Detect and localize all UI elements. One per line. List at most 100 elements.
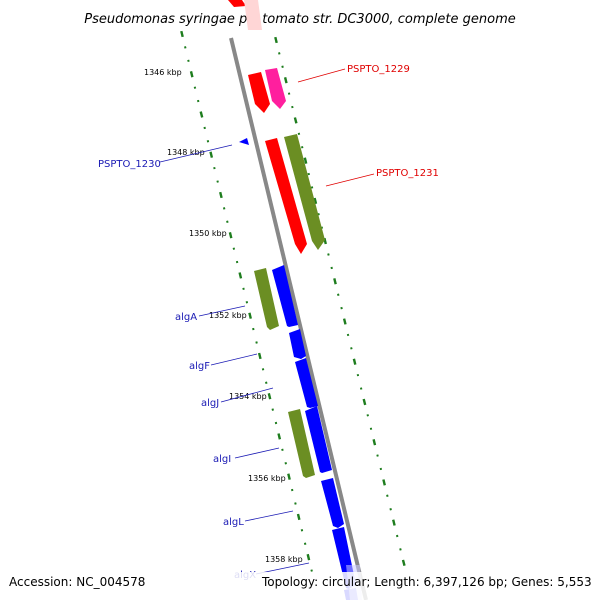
gc-tick bbox=[184, 46, 187, 49]
kbp-tick-label: 1354 kbp bbox=[229, 392, 267, 401]
kbp-tick-label: 1356 kbp bbox=[248, 474, 286, 483]
gc-tick bbox=[180, 30, 184, 38]
gc-tick bbox=[226, 220, 229, 224]
gc-tick bbox=[219, 191, 223, 199]
gene-label-pspto-1229[interactable]: PSPTO_1229 bbox=[347, 64, 410, 75]
gc-tick bbox=[209, 151, 214, 158]
gene-label-algI[interactable]: algI bbox=[213, 454, 231, 465]
gc-tick bbox=[303, 542, 307, 545]
cds-blue-algJ bbox=[295, 358, 318, 408]
gc-tick bbox=[382, 479, 386, 486]
gc-tick bbox=[337, 293, 340, 296]
gc-tick bbox=[379, 467, 383, 471]
gc-tick bbox=[372, 439, 377, 446]
gene-label-pspto-1231[interactable]: PSPTO_1231 bbox=[376, 168, 439, 179]
label-connector bbox=[234, 447, 280, 459]
cds-fragment-top-light bbox=[244, 0, 262, 30]
cds-blue-pspto-1230 bbox=[239, 138, 249, 145]
gc-tick bbox=[274, 36, 278, 44]
gc-tick bbox=[401, 559, 406, 567]
gc-tick bbox=[359, 387, 363, 390]
cds-olive-algA bbox=[254, 268, 279, 330]
gc-tick bbox=[271, 408, 274, 411]
label-connector bbox=[220, 387, 274, 403]
gc-tick bbox=[294, 502, 297, 505]
gene-label-algA[interactable]: algA bbox=[175, 312, 197, 323]
cds-blue-algA bbox=[272, 265, 298, 327]
gc-tick bbox=[222, 207, 226, 210]
gc-tick bbox=[352, 358, 357, 365]
gc-tick bbox=[281, 448, 284, 452]
gc-tick bbox=[392, 519, 396, 526]
label-connector bbox=[244, 510, 294, 522]
gc-tick bbox=[293, 117, 298, 124]
gc-tick bbox=[281, 65, 284, 69]
gc-tick bbox=[296, 513, 301, 521]
gc-tick bbox=[278, 52, 281, 55]
gene-label-pspto-1230[interactable]: PSPTO_1230 bbox=[98, 159, 161, 170]
genome-backbone bbox=[229, 37, 368, 600]
cds-red-pspto-1231-a bbox=[265, 138, 307, 254]
gc-tick bbox=[297, 132, 301, 136]
gc-tick bbox=[238, 272, 243, 279]
kbp-tick-label: 1348 kbp bbox=[167, 148, 205, 157]
gc-tick bbox=[287, 473, 291, 480]
label-connector bbox=[159, 144, 233, 163]
gc-tick bbox=[399, 548, 402, 551]
gc-tick bbox=[291, 105, 294, 109]
gc-tick bbox=[310, 569, 313, 572]
gc-tick bbox=[265, 381, 268, 384]
gc-tick bbox=[389, 507, 392, 511]
gc-tick bbox=[257, 352, 262, 360]
gc-tick bbox=[386, 494, 389, 498]
gc-tick bbox=[300, 529, 304, 532]
gc-tick bbox=[327, 253, 330, 256]
label-connector bbox=[297, 68, 346, 83]
gc-tick bbox=[283, 77, 288, 84]
gene-label-algF[interactable]: algF bbox=[189, 361, 210, 372]
gc-tick bbox=[340, 306, 343, 310]
gc-tick bbox=[333, 278, 337, 285]
kbp-tick-label: 1352 kbp bbox=[209, 311, 247, 320]
gc-tick bbox=[216, 180, 219, 183]
gc-tick bbox=[242, 287, 245, 291]
gene-label-algJ[interactable]: algJ bbox=[201, 398, 219, 409]
gc-tick bbox=[206, 140, 210, 143]
cds-blue-algI bbox=[305, 406, 332, 473]
gc-tick bbox=[376, 454, 379, 457]
kbp-tick-label: 1346 kbp bbox=[144, 68, 182, 77]
cds-blue-algF bbox=[289, 329, 306, 359]
gc-tick bbox=[310, 186, 314, 189]
gc-tick bbox=[306, 553, 311, 561]
footer-background bbox=[0, 572, 600, 600]
gc-tick bbox=[350, 347, 353, 350]
accession-text: Accession: NC_004578 bbox=[9, 575, 145, 589]
gc-tick bbox=[320, 226, 324, 229]
gc-tick bbox=[317, 213, 320, 216]
gc-tick bbox=[362, 398, 367, 406]
kbp-tick-label: 1358 kbp bbox=[265, 555, 303, 564]
gc-tick bbox=[267, 393, 272, 400]
gc-content-inner-track bbox=[180, 30, 313, 572]
gc-tick bbox=[199, 111, 204, 118]
label-connector bbox=[198, 305, 246, 317]
genome-summary-text: Topology: circular; Length: 6,397,126 bp… bbox=[261, 575, 592, 589]
map-title: Pseudomonas syringae pv. tomato str. DC3… bbox=[84, 12, 516, 27]
cds-olive-algI bbox=[288, 409, 315, 478]
gc-tick bbox=[342, 318, 347, 325]
gc-tick bbox=[277, 433, 282, 440]
gene-label-algL[interactable]: algL bbox=[223, 517, 244, 528]
gc-tick bbox=[261, 368, 265, 371]
cds-blue-algL bbox=[321, 478, 344, 528]
gc-tick bbox=[303, 157, 308, 164]
gc-tick bbox=[366, 414, 369, 417]
label-connector bbox=[325, 173, 375, 187]
label-connector bbox=[210, 353, 258, 366]
cds-magenta-pspto-1229 bbox=[265, 68, 286, 109]
gc-tick bbox=[255, 341, 258, 344]
gc-tick bbox=[284, 462, 287, 465]
gc-tick bbox=[228, 232, 233, 239]
cds-olive-pspto-1231 bbox=[284, 134, 325, 250]
gc-tick bbox=[346, 333, 350, 337]
